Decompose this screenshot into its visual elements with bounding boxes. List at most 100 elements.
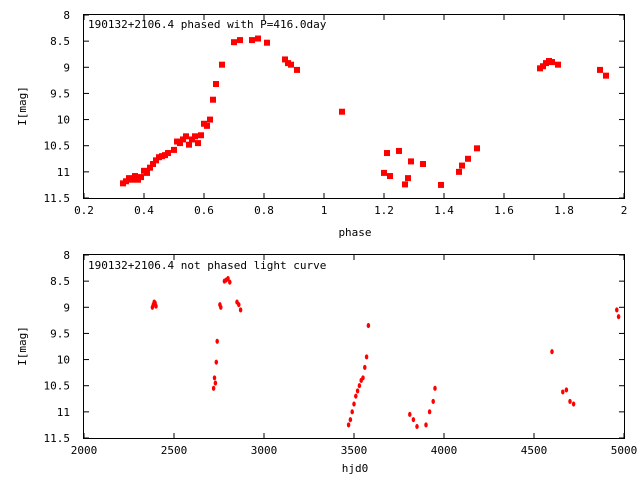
unphased-data-point: [433, 385, 437, 391]
unphased-data-point: [355, 388, 360, 394]
phased-data-point: [144, 169, 150, 176]
unphased-data-point: [215, 338, 219, 344]
phased-data-point: [138, 174, 144, 181]
phased-y-axis-label: I[mag]: [16, 86, 29, 126]
phased-data-point: [549, 59, 555, 66]
unphased-data-point: [352, 401, 356, 407]
phased-data-point: [150, 161, 156, 168]
phased-data-point: [459, 162, 465, 169]
unphased-data-point: [346, 422, 351, 428]
phased-data-point: [282, 56, 288, 63]
phased-data-point: [555, 61, 561, 68]
phased-data-point: [438, 181, 444, 188]
unphased-data-point: [228, 279, 232, 285]
phased-x-tick-label: 0.2: [74, 204, 94, 217]
phased-data-point: [249, 37, 255, 44]
phased-data-point: [384, 150, 390, 157]
unphased-data-point: [212, 375, 217, 381]
unphased-data-point: [408, 411, 412, 418]
unphased-data-point: [411, 417, 416, 423]
unphased-data-point: [214, 359, 219, 365]
phased-data-point: [207, 116, 213, 123]
unphased-y-tick-label: 9: [63, 301, 70, 314]
unphased-data-point: [350, 409, 354, 415]
phased-y-tick-label: 8: [63, 9, 70, 22]
phased-data-point: [153, 157, 159, 164]
phased-data-point: [219, 61, 225, 68]
phased-data-point: [177, 140, 183, 147]
unphased-data-point: [354, 393, 358, 399]
phased-data-point: [339, 108, 345, 115]
phased-data-point: [192, 133, 198, 140]
phased-data-point: [183, 133, 189, 140]
phased-x-axis-label: phase: [338, 226, 371, 239]
unphased-data-point: [366, 323, 371, 329]
unphased-y-tick-label: 11.5: [44, 432, 71, 445]
phased-data-point: [213, 81, 219, 88]
phased-data-point: [186, 141, 192, 148]
phased-data-point: [147, 164, 153, 171]
unphased-data-point: [357, 383, 362, 389]
phased-x-tick-label: 0.8: [254, 204, 274, 217]
phased-data-point: [387, 173, 393, 180]
phased-data-point: [540, 63, 546, 70]
phased-y-tick-label: 11: [57, 166, 70, 179]
phased-data-point: [264, 39, 270, 46]
phased-data-point: [231, 39, 237, 46]
phased-data-point: [405, 175, 411, 182]
unphased-light-curve-panel: 2000 2500 3000 3500 4000 4500 5000 8 8.5 9 9.5 10 10…: [16, 249, 637, 475]
unphased-data-point: [211, 385, 216, 391]
phased-data-point: [171, 146, 177, 153]
phased-data-point: [195, 140, 201, 147]
phased-data-points: [120, 35, 609, 188]
phased-data-point: [204, 122, 210, 129]
unphased-axis-ticks: 2000 2500 3000 3500 4000 4500 5000 8 8.5 9 9.5 10 10…: [44, 249, 638, 457]
phased-data-point: [603, 72, 609, 79]
phased-plot-frame: [83, 14, 625, 199]
unphased-y-tick-label: 8.5: [50, 275, 70, 288]
unphased-y-tick-label: 8: [63, 249, 70, 262]
phased-x-tick-label: 1.2: [374, 204, 394, 217]
phased-data-point: [255, 35, 261, 42]
phased-data-point: [402, 181, 408, 188]
unphased-x-tick-label: 3000: [251, 444, 278, 457]
unphased-data-point: [154, 303, 158, 309]
phased-data-point: [237, 37, 243, 44]
phased-data-point: [198, 132, 204, 139]
unphased-data-point: [424, 422, 428, 428]
phased-data-point: [189, 136, 195, 143]
phased-light-curve-panel: 0.2 0.4 0.6 0.8 1 1.2 1.4 1.6 1.8 2 8 8.5 9 9.5 10 10.5…: [16, 9, 627, 239]
phased-y-tick-label: 9: [63, 61, 70, 74]
phased-y-tick-label: 9.5: [50, 87, 70, 100]
phased-x-tick-label: 1.4: [434, 204, 454, 217]
unphased-x-tick-label: 2000: [71, 444, 98, 457]
unphased-data-point: [238, 307, 243, 313]
unphased-data-point: [237, 302, 241, 308]
phased-data-point: [396, 147, 402, 154]
phased-data-point: [129, 176, 135, 183]
unphased-data-point: [348, 417, 353, 423]
unphased-data-point: [564, 387, 569, 393]
phased-x-tick-label: 1: [321, 204, 328, 217]
phased-x-tick-label: 1.6: [494, 204, 514, 217]
phased-y-tick-label: 10: [57, 114, 70, 127]
unphased-data-point: [364, 354, 369, 360]
unphased-x-tick-label: 4500: [521, 444, 548, 457]
phased-x-tick-label: 1.8: [554, 204, 574, 217]
unphased-data-point: [431, 398, 435, 404]
unphased-data-point: [571, 401, 576, 407]
phased-x-tick-label: 0.4: [134, 204, 154, 217]
unphased-data-point: [568, 398, 572, 404]
phased-y-tick-label: 8.5: [50, 35, 70, 48]
phased-y-tick-label: 10.5: [44, 140, 71, 153]
unphased-y-tick-label: 9.5: [50, 327, 70, 340]
unphased-data-point: [615, 307, 619, 313]
phased-data-point: [165, 150, 171, 157]
phased-data-point: [294, 66, 300, 73]
unphased-data-point: [616, 314, 621, 320]
phased-data-point: [132, 173, 138, 180]
unphased-y-tick-label: 11: [57, 406, 70, 419]
phased-data-point: [123, 178, 129, 185]
